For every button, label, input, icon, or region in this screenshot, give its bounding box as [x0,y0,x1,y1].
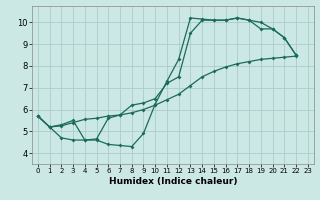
X-axis label: Humidex (Indice chaleur): Humidex (Indice chaleur) [108,177,237,186]
